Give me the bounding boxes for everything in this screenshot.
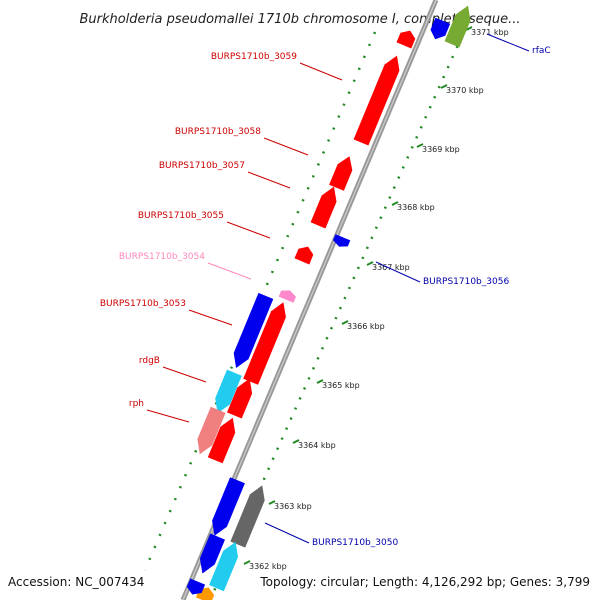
gene-arrow-reverse xyxy=(233,292,274,368)
leader-line xyxy=(146,409,190,423)
inner-dotted-ring xyxy=(208,35,464,600)
gene-arrow-burps1710b-3058 xyxy=(329,156,353,191)
leader-line xyxy=(375,261,421,283)
gene-arrow-burps1710b-3055 xyxy=(294,246,314,265)
gene-arrow-forward xyxy=(396,30,416,49)
leader-line xyxy=(188,309,233,326)
tick-label: 3365 kbp xyxy=(322,381,360,390)
tick-mark xyxy=(366,261,374,266)
gene-arrow-reverse xyxy=(212,477,245,536)
gene-label[interactable]: BURPS1710b_3050 xyxy=(312,538,398,548)
leader-line xyxy=(264,522,310,544)
gene-arrow-cyan xyxy=(215,369,242,414)
gene-arrow-salmon xyxy=(197,406,226,455)
gene-arrow-burps1710b-3059 xyxy=(353,55,400,146)
gene-label[interactable]: BURPS1710b_3058 xyxy=(175,127,261,137)
tick-mark xyxy=(465,26,473,31)
gene-arrow-burps1710b-3053 xyxy=(243,302,286,385)
leader-line xyxy=(207,262,252,280)
tick-label: 3368 kbp xyxy=(397,203,435,212)
map-title: Burkholderia pseudomallei 1710b chromoso… xyxy=(79,12,520,27)
gene-label-layer: BURPS1710b_3059 BURPS1710b_3058 BURPS1710b… xyxy=(100,46,551,548)
tick-mark xyxy=(416,143,424,148)
tick-label: 3364 kbp xyxy=(298,441,336,450)
genome-summary-text: Topology: circular; Length: 4,126,292 bp… xyxy=(259,575,590,589)
tick-mark xyxy=(440,84,448,89)
gene-arrow-reverse xyxy=(430,17,451,40)
gene-label[interactable]: BURPS1710b_3055 xyxy=(138,211,224,221)
leader-line xyxy=(247,171,291,189)
leader-line xyxy=(226,221,271,239)
tick-mark xyxy=(316,379,324,384)
gene-arrow-cyan xyxy=(209,541,238,592)
tick-label: 3367 kbp xyxy=(372,263,410,272)
gene-label[interactable]: rfaC xyxy=(532,46,551,56)
tick-mark xyxy=(268,500,276,505)
tick-mark xyxy=(292,439,300,444)
tick-label: 3363 kbp xyxy=(274,502,312,511)
tick-label: 3369 kbp xyxy=(422,145,460,154)
gene-label[interactable]: rph xyxy=(129,399,144,409)
leader-line xyxy=(162,366,207,383)
tick-mark xyxy=(391,201,399,206)
leader-line xyxy=(486,33,530,52)
accession-text: Accession: NC_007434 xyxy=(8,575,144,589)
leader-line-layer xyxy=(146,33,530,544)
gene-label[interactable]: BURPS1710b_3053 xyxy=(100,299,186,309)
gene-label[interactable]: BURPS1710b_3059 xyxy=(211,52,297,62)
tick-layer: 3362 kbp 3363 kbp 3364 kbp 3365 kbp 3366 kbp… xyxy=(243,26,509,571)
gene-label[interactable]: rdgB xyxy=(139,356,160,366)
gene-label[interactable]: BURPS1710b_3057 xyxy=(159,161,245,171)
gene-label[interactable]: BURPS1710b_3054 xyxy=(119,252,205,262)
tick-label: 3370 kbp xyxy=(446,86,484,95)
gene-arrow-rph xyxy=(207,417,236,464)
gene-layer xyxy=(186,5,471,600)
gene-arrow-rfac xyxy=(444,5,471,48)
gene-arrow-rdgb xyxy=(227,378,253,419)
tick-label: 3371 kbp xyxy=(471,28,509,37)
gene-arrow-burps1710b-3056 xyxy=(333,234,351,247)
gene-arrow-reverse xyxy=(199,533,225,574)
gene-arrow-burps1710b-3057 xyxy=(310,186,337,229)
tick-mark xyxy=(341,320,349,325)
leader-line xyxy=(263,137,309,156)
tick-label: 3362 kbp xyxy=(249,562,287,571)
gene-arrow-burps1710b-3050 xyxy=(230,485,265,548)
tick-label: 3366 kbp xyxy=(347,322,385,331)
leader-line xyxy=(299,62,343,81)
gene-arrow-burps1710b-3054 xyxy=(278,290,296,303)
gene-label[interactable]: BURPS1710b_3056 xyxy=(423,277,509,287)
tick-mark xyxy=(243,560,251,565)
gene-arrow-reverse xyxy=(186,578,206,595)
